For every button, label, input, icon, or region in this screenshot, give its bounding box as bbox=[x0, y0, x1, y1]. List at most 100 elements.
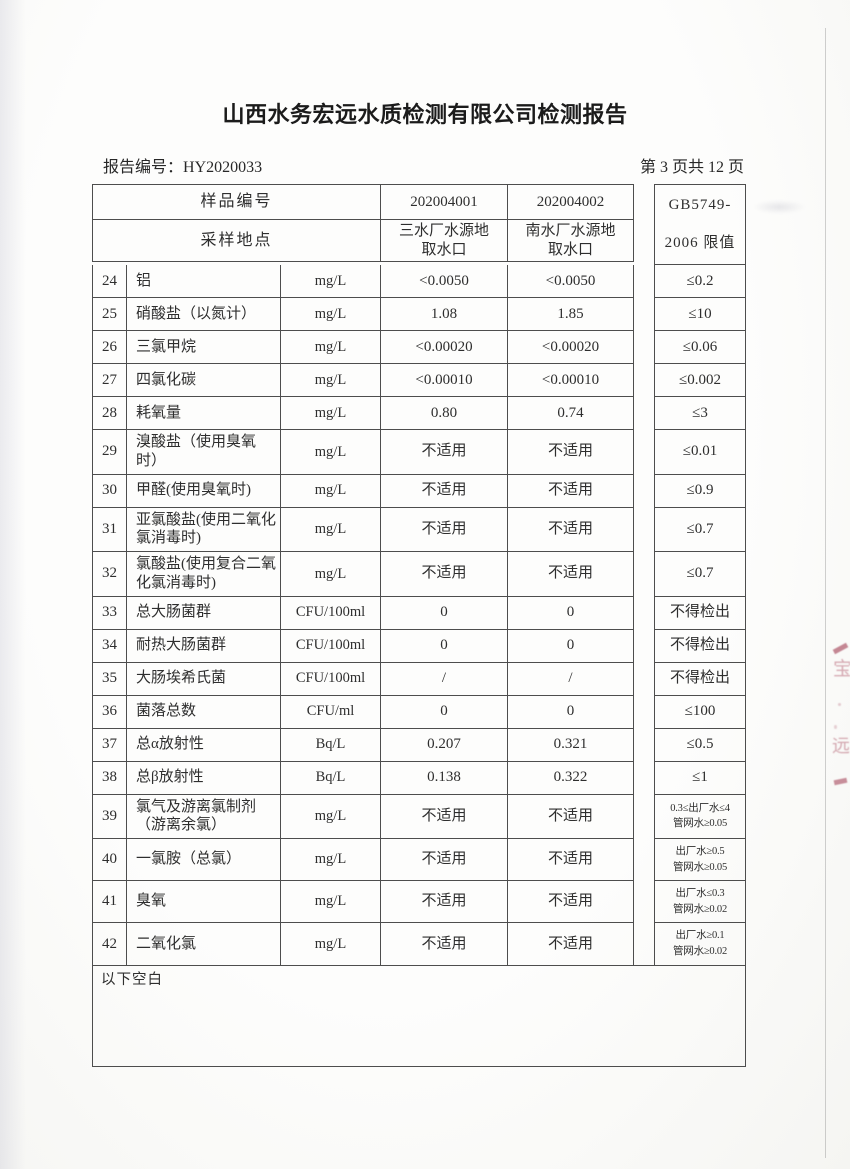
gap-strip bbox=[634, 364, 654, 397]
results-table: 样品编号 202004001 202004002 采样地点 三水厂水源地 取水口… bbox=[92, 184, 746, 1067]
gap-strip bbox=[634, 630, 654, 663]
table-row: 41 臭氧 mg/L 不适用 不适用 出厂水≤0.3 管网水≥0.02 bbox=[92, 881, 746, 923]
page-indicator: 第 3 页共 12 页 bbox=[639, 159, 744, 176]
gap-strip bbox=[634, 331, 654, 364]
report-content: 报告编号：HY2020033 第 3 页共 12 页 样品编号 20200400… bbox=[92, 153, 746, 1067]
cell-unit: CFU/100ml bbox=[280, 629, 380, 663]
cell-unit: Bq/L bbox=[280, 728, 380, 762]
cell-param-name: 四氯化碳 bbox=[126, 364, 280, 397]
cell-unit: mg/L bbox=[280, 265, 380, 298]
footer-note: 以下空白 bbox=[101, 972, 163, 988]
gap-strip bbox=[634, 184, 654, 265]
cell-param-name: 铝 bbox=[126, 265, 280, 298]
seal-fragment: 远 bbox=[832, 736, 850, 756]
cell-unit: CFU/100ml bbox=[280, 596, 380, 630]
cell-row-number: 38 bbox=[92, 761, 126, 795]
cell-row-number: 37 bbox=[92, 728, 126, 762]
cell-sample1-value: 0 bbox=[380, 596, 507, 630]
cell-sample2-value: <0.00020 bbox=[507, 331, 634, 364]
cell-limit: 0.3≤出厂水≤4 管网水≥0.05 bbox=[654, 794, 746, 839]
cell-limit: 不得检出 bbox=[654, 629, 746, 663]
cell-param-name: 亚氯酸盐(使用二氧化氯消毒时) bbox=[126, 507, 280, 552]
gap-strip bbox=[634, 795, 654, 840]
gap-strip bbox=[634, 881, 654, 923]
cell-sample1-value: 1.08 bbox=[380, 298, 507, 331]
table-row: 38 总β放射性 Bq/L 0.138 0.322 ≤1 bbox=[92, 761, 746, 795]
seal-fragment bbox=[834, 725, 837, 729]
cell-sample2-value: 0 bbox=[507, 695, 634, 729]
gap-strip bbox=[634, 298, 654, 331]
cell-row-number: 30 bbox=[92, 474, 126, 508]
cell-param-name: 甲醛(使用臭氧时) bbox=[126, 474, 280, 508]
scan-edge-shade bbox=[0, 0, 26, 1169]
sample1-no: 202004001 bbox=[380, 184, 507, 220]
meta-row: 报告编号：HY2020033 第 3 页共 12 页 bbox=[92, 153, 746, 177]
cell-param-name: 氯气及游离氯制剂（游离余氯） bbox=[126, 794, 280, 839]
table-row: 27 四氯化碳 mg/L <0.00010 <0.00010 ≤0.002 bbox=[92, 364, 746, 397]
gap-strip bbox=[634, 762, 654, 795]
red-seal-stamp: 宝 远 bbox=[820, 641, 850, 799]
cell-sample1-value: <0.00020 bbox=[380, 331, 507, 364]
sample2-location: 南水厂水源地 取水口 bbox=[507, 220, 634, 262]
seal-fragment bbox=[833, 777, 848, 786]
sampling-location-header: 采样地点 bbox=[92, 220, 380, 262]
cell-unit: mg/L bbox=[280, 331, 380, 364]
cell-param-name: 硝酸盐（以氮计） bbox=[126, 298, 280, 331]
report-number-label: 报告编号： bbox=[103, 159, 184, 176]
report-number: 报告编号：HY2020033 bbox=[103, 153, 262, 177]
cell-limit: 出厂水≤0.3 管网水≥0.02 bbox=[654, 881, 746, 923]
cell-limit: 出厂水≥0.1 管网水≥0.02 bbox=[654, 923, 746, 965]
cell-param-name: 氯酸盐(使用复合二氧化氯消毒时) bbox=[126, 552, 280, 597]
header-row-location: 采样地点 三水厂水源地 取水口 南水厂水源地 取水口 bbox=[92, 220, 634, 262]
cell-sample1-value: 0 bbox=[380, 629, 507, 663]
cell-row-number: 36 bbox=[92, 695, 126, 729]
cell-unit: mg/L bbox=[280, 552, 380, 597]
cell-unit: mg/L bbox=[280, 364, 380, 397]
cell-row-number: 41 bbox=[92, 881, 126, 923]
cell-limit: ≤100 bbox=[654, 695, 746, 729]
cell-sample1-value: 不适用 bbox=[380, 507, 507, 552]
cell-sample2-value: 0 bbox=[507, 629, 634, 663]
cell-sample2-value: 0 bbox=[507, 596, 634, 630]
cell-limit: ≤0.01 bbox=[654, 430, 746, 475]
cell-param-name: 总α放射性 bbox=[126, 728, 280, 762]
gap-strip bbox=[634, 552, 654, 597]
sample2-no: 202004002 bbox=[507, 184, 634, 220]
seal-fragment bbox=[832, 642, 849, 655]
cell-param-name: 一氯胺（总氯） bbox=[126, 839, 280, 881]
cell-unit: mg/L bbox=[280, 298, 380, 331]
cell-limit: 不得检出 bbox=[654, 662, 746, 696]
cell-param-name: 菌落总数 bbox=[126, 695, 280, 729]
cell-unit: mg/L bbox=[280, 881, 380, 923]
table-row: 32 氯酸盐(使用复合二氧化氯消毒时) mg/L 不适用 不适用 ≤0.7 bbox=[92, 552, 746, 597]
cell-row-number: 27 bbox=[92, 364, 126, 397]
cell-sample2-value: / bbox=[507, 662, 634, 696]
cell-unit: Bq/L bbox=[280, 761, 380, 795]
cell-row-number: 25 bbox=[92, 298, 126, 331]
gap-strip bbox=[634, 923, 654, 965]
table-row: 36 菌落总数 CFU/ml 0 0 ≤100 bbox=[92, 695, 746, 729]
cell-sample2-value: 0.74 bbox=[507, 397, 634, 430]
cell-unit: mg/L bbox=[280, 397, 380, 430]
cell-param-name: 臭氧 bbox=[126, 881, 280, 923]
cell-param-name: 三氯甲烷 bbox=[126, 331, 280, 364]
cell-sample2-value: 1.85 bbox=[507, 298, 634, 331]
table-row: 29 溴酸盐（使用臭氧时） mg/L 不适用 不适用 ≤0.01 bbox=[92, 430, 746, 475]
cell-param-name: 二氧化氯 bbox=[126, 923, 280, 965]
seal-fragment: 宝 bbox=[833, 659, 850, 680]
cell-row-number: 24 bbox=[92, 265, 126, 298]
cell-sample1-value: 0 bbox=[380, 695, 507, 729]
cell-sample2-value: 0.321 bbox=[507, 728, 634, 762]
cell-sample1-value: 0.138 bbox=[380, 761, 507, 795]
table-row: 34 耐热大肠菌群 CFU/100ml 0 0 不得检出 bbox=[92, 629, 746, 663]
cell-unit: CFU/ml bbox=[280, 695, 380, 729]
cell-limit: ≤0.7 bbox=[654, 552, 746, 597]
table-row: 35 大肠埃希氏菌 CFU/100ml / / 不得检出 bbox=[92, 662, 746, 696]
cell-row-number: 40 bbox=[92, 839, 126, 881]
cell-unit: mg/L bbox=[280, 430, 380, 475]
cell-row-number: 32 bbox=[92, 552, 126, 597]
cell-sample1-value: 不适用 bbox=[380, 881, 507, 923]
cell-sample1-value: <0.0050 bbox=[380, 265, 507, 298]
table-row: 37 总α放射性 Bq/L 0.207 0.321 ≤0.5 bbox=[92, 728, 746, 762]
paper-edge-line bbox=[825, 28, 826, 1158]
